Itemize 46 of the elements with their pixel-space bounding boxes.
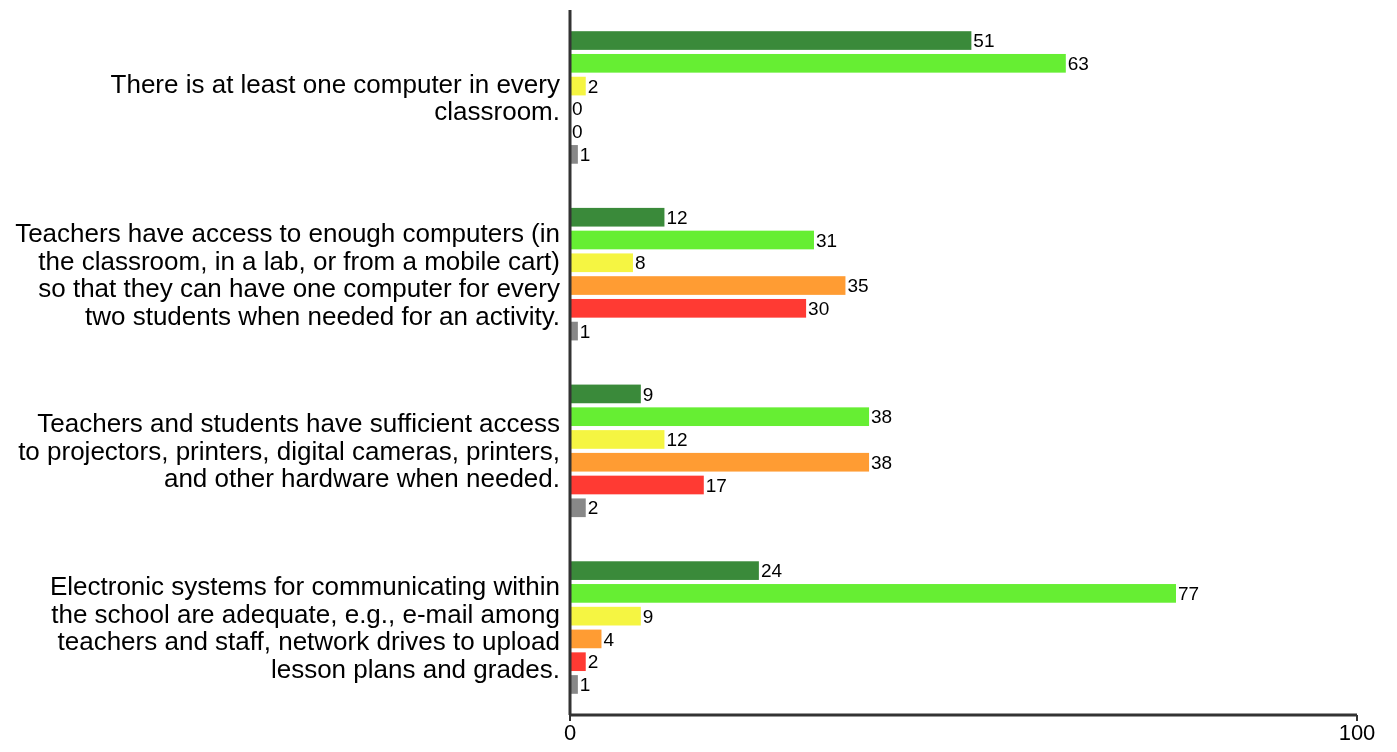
bar	[570, 230, 814, 250]
bar	[570, 430, 665, 449]
data-label: 63	[1067, 52, 1089, 74]
bar	[570, 498, 586, 518]
data-label: 51	[973, 30, 995, 52]
bar	[570, 652, 586, 672]
bar	[570, 561, 759, 580]
data-label: 30	[808, 297, 830, 319]
data-label: 38	[871, 451, 893, 473]
bar	[570, 31, 972, 50]
data-label: 12	[666, 429, 688, 451]
bar	[570, 606, 641, 626]
data-label: 9	[642, 383, 654, 405]
data-label: 77	[1177, 583, 1200, 605]
data-label: 12	[666, 206, 688, 228]
data-label: 0	[572, 98, 583, 120]
data-label: 0	[572, 121, 583, 143]
bar	[570, 407, 870, 427]
y-tick-label: Teachers and students have sufficient access to projectors, printers, digital cameras, printers, and other hardware when needed.	[18, 408, 560, 494]
data-label: 1	[579, 674, 591, 696]
data-label: 1	[579, 144, 591, 166]
data-label: 31	[815, 229, 838, 251]
y-tick-label: There is at least one computer in every classroom.	[110, 68, 560, 127]
data-label: 2	[587, 497, 599, 519]
data-label: 38	[871, 406, 893, 428]
x-tick-label: 100	[1338, 720, 1376, 745]
y-tick-label: Teachers have access to enough computers (in the classroom, in a lab, or from a mobile cart) so that they can have one computer for every two students when needed for an activity.	[15, 218, 560, 331]
data-label: 9	[642, 605, 654, 627]
bar	[570, 253, 633, 273]
bar	[570, 584, 1176, 603]
data-label: 17	[705, 474, 727, 496]
bar	[570, 475, 704, 495]
data-label: 8	[634, 252, 646, 274]
bar	[570, 384, 641, 404]
bar	[570, 452, 870, 472]
bar	[570, 298, 807, 318]
data-label: 4	[603, 628, 615, 650]
data-label: 1	[579, 320, 591, 342]
data-label: 24	[760, 560, 783, 582]
data-label: 35	[847, 275, 869, 297]
data-label: 2	[587, 75, 599, 97]
bar	[570, 207, 665, 227]
bar	[570, 53, 1066, 73]
bar	[570, 276, 846, 295]
data-label: 2	[587, 651, 599, 673]
y-tick-label: Electronic systems for communicating within the school are adequate, e.g., e-mail among teachers and staff, network drives to upload lesson plans and grades.	[49, 571, 560, 684]
